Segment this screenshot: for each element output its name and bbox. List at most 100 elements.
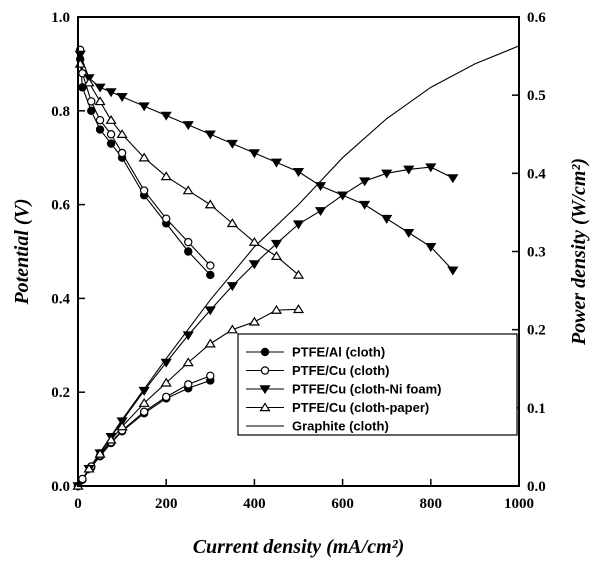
series-2-polarization-point-5 — [138, 102, 150, 112]
series-3-polarization-point-10 — [248, 236, 260, 246]
series-2-power-point-19 — [447, 174, 459, 184]
legend-marker-1 — [260, 366, 270, 375]
series-4-polarization-line — [77, 45, 520, 487]
y-left-tick-label-2: 0.4 — [51, 291, 70, 307]
series-0-power-line — [77, 379, 211, 487]
series-2-polarization-point-6 — [160, 111, 172, 121]
x-tick-label-2: 400 — [243, 496, 266, 512]
series-2-polarization-point-17 — [403, 228, 415, 238]
x-axis-title: Current density (mA/cm²) — [193, 536, 405, 558]
series-0-polarization-point-4 — [106, 139, 116, 148]
series-3-polarization-point-11 — [270, 251, 283, 260]
series-2-polarization-point-19 — [447, 266, 459, 276]
y-left-tick-label-3: 0.6 — [51, 198, 70, 214]
series-1-polarization-point-8 — [184, 237, 193, 247]
series-3-power-point-5 — [138, 397, 150, 407]
series-2-polarization-point-2 — [94, 83, 106, 93]
series-2-polarization-point-8 — [204, 130, 216, 140]
series-2-polarization-point-9 — [226, 139, 238, 149]
series-3-polarization-point-3 — [105, 114, 117, 124]
series-3-power-point-6 — [160, 377, 172, 387]
series-2-power-point-11 — [270, 239, 283, 249]
series-3-polarization-point-5 — [138, 152, 150, 162]
series-1-power-point-8 — [184, 380, 193, 389]
series-3-power-point-4 — [116, 421, 128, 431]
series-0-polarization-point-2 — [87, 106, 96, 116]
legend-label-0: PTFE/Al (cloth) — [292, 345, 385, 360]
x-tick-label-1: 200 — [155, 496, 178, 512]
series-1-polarization-point-9 — [206, 261, 215, 270]
series-2-polarization-point-7 — [182, 121, 194, 131]
series-2-power-point-15 — [359, 177, 371, 187]
legend-marker-0 — [260, 347, 270, 357]
series-2-power-point-7 — [182, 331, 194, 341]
series-3-power-point-2 — [94, 448, 106, 458]
series-1-polarization-point-5 — [117, 148, 127, 158]
tick-labels-layer: 0 200 400 600 800 10000.00.20.40.60.81.00.00.… — [51, 10, 546, 512]
y-left-tick-label-1: 0.2 — [51, 385, 70, 401]
series-2-power-point-13 — [314, 207, 327, 217]
series-2-polarization-point-3 — [105, 88, 117, 98]
legend-label-3: PTFE/Cu (cloth-paper) — [292, 400, 429, 415]
series-3-polarization-point-1 — [83, 77, 95, 87]
series-1-power-point-1 — [78, 474, 87, 484]
legend-label-2: PTFE/Cu (cloth-Ni foam) — [292, 382, 442, 397]
series-2-polarization-point-15 — [359, 200, 371, 210]
series-2-polarization-point-11 — [270, 158, 283, 168]
y-right-tick-label-5: 0.5 — [527, 88, 546, 104]
series-3-polarization-point-8 — [204, 199, 216, 209]
series-2-polarization-line — [79, 54, 454, 271]
series-2-power-point-8 — [204, 306, 216, 316]
series-0-polarization-point-9 — [206, 270, 215, 280]
y-right-tick-label-6: 0.6 — [527, 10, 546, 26]
y-right-axis-title: Power density (W/cm²) — [568, 158, 590, 346]
series-3-power-point-7 — [182, 357, 194, 367]
series-2-power-point-9 — [226, 282, 238, 292]
series-2-polarization-point-12 — [292, 168, 305, 177]
series-2-power-point-5 — [138, 386, 150, 396]
legend-marker-2 — [259, 385, 271, 395]
y-left-tick-label-4: 0.8 — [51, 104, 70, 120]
y-left-axis-title: Potential (V) — [11, 198, 33, 305]
series-1-polarization-point-4 — [106, 130, 116, 139]
y-right-tick-label-1: 0.1 — [527, 401, 546, 417]
series-3-power-point-11 — [270, 304, 283, 314]
series-1-polarization-point-3 — [95, 115, 105, 125]
legend-label-4: Graphite (cloth) — [292, 419, 389, 434]
series-2-polarization-point-18 — [425, 243, 437, 252]
legend-label-1: PTFE/Cu (cloth) — [292, 363, 390, 378]
legend: PTFE/Al (cloth) PTFE/Cu (cloth) PTFE/Cu (c… — [237, 333, 518, 436]
series-1-polarization-line — [79, 49, 211, 266]
series-2-power-point-6 — [160, 358, 172, 368]
y-right-tick-label-2: 0.2 — [527, 323, 546, 339]
series-3-polarization-point-2 — [94, 96, 106, 106]
series-3-polarization-point-6 — [160, 171, 172, 181]
series-2-power-point-10 — [248, 260, 260, 270]
y-right-tick-label-0: 0.0 — [527, 479, 546, 495]
series-3-polarization-point-7 — [182, 185, 194, 195]
x-tick-label-0: 0 — [74, 496, 82, 512]
series-1-polarization-point-6 — [139, 186, 149, 195]
series-3-power-point-12 — [292, 304, 305, 314]
legend-items: PTFE/Al (cloth) PTFE/Cu (cloth) PTFE/Cu (c… — [246, 345, 442, 434]
series-2-polarization-point-10 — [248, 149, 260, 159]
series-2-polarization-point-4 — [116, 92, 128, 102]
x-tick-label-5: 1000 — [504, 496, 534, 512]
series-2-power-line — [77, 166, 454, 487]
series-2-power-point-16 — [381, 169, 393, 179]
series-0-polarization-line — [79, 59, 211, 276]
x-tick-label-3: 600 — [331, 496, 354, 512]
y-left-tick-label-0: 0.0 — [51, 479, 70, 495]
y-right-tick-label-4: 0.4 — [527, 166, 546, 182]
plot-frame — [77, 16, 520, 487]
series-1-power-point-7 — [161, 392, 171, 402]
series-3-power-point-10 — [248, 316, 260, 326]
series-3-polarization-point-9 — [226, 218, 238, 228]
series-2-power-point-14 — [337, 191, 349, 201]
legend-box — [237, 333, 518, 436]
series-1-power-point-9 — [206, 371, 215, 380]
series-2-power-point-12 — [292, 220, 305, 230]
y-right-tick-label-3: 0.3 — [527, 245, 546, 261]
series-3-power-point-8 — [204, 338, 216, 348]
